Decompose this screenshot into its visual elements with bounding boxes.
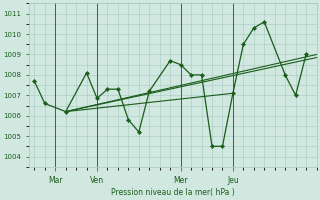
X-axis label: Pression niveau de la mer( hPa ): Pression niveau de la mer( hPa ) xyxy=(111,188,235,197)
